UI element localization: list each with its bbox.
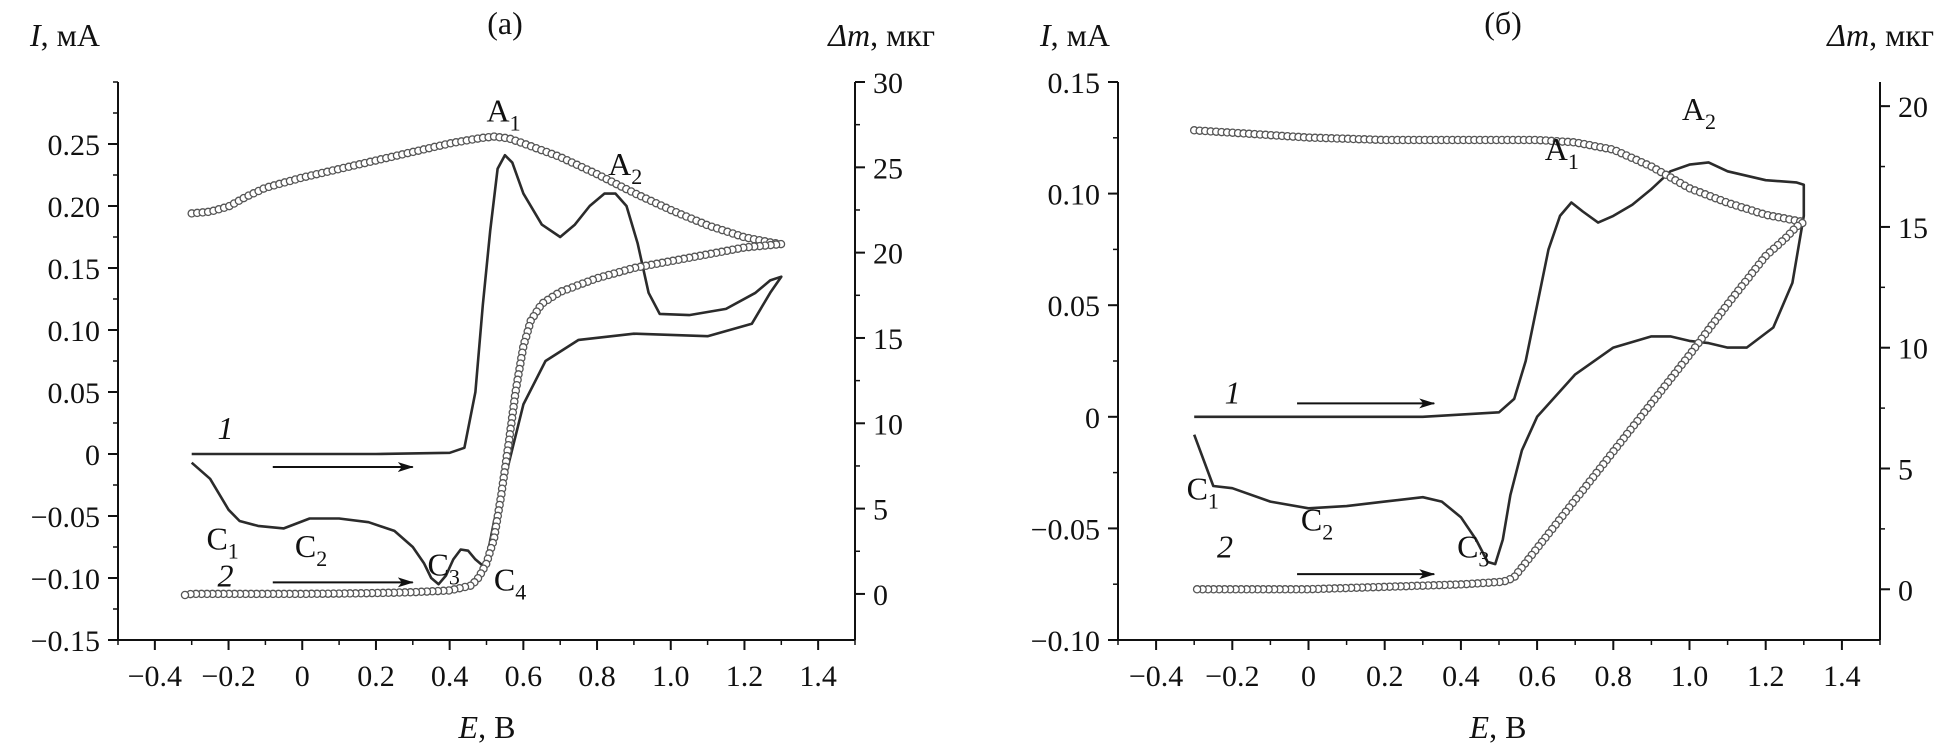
series-line-current [1192, 161, 1806, 566]
peak-label: A2 [1682, 91, 1716, 134]
x-tick-label: 1.2 [726, 660, 764, 693]
y2-tick-label: 30 [873, 67, 903, 100]
x-tick-label: 0.4 [431, 660, 469, 693]
peak-label: C2 [295, 528, 327, 571]
x-tick-label: −0.4 [128, 660, 182, 693]
curve-number-label: 1 [217, 410, 233, 446]
peak-label: A1 [487, 93, 521, 136]
x-tick-label: 1.4 [799, 660, 837, 693]
chart-title: (а) [487, 5, 523, 41]
y2-tick-label: 5 [873, 494, 888, 527]
x-tick-label: 0.6 [1518, 660, 1556, 693]
x-tick-label: 1.2 [1747, 660, 1785, 693]
mass-point [180, 590, 190, 600]
x-tick-label: 0.4 [1442, 660, 1480, 693]
peak-label: C3 [1457, 528, 1489, 571]
series-markers-mass [1189, 126, 1807, 594]
x-tick-label: 0.8 [578, 660, 616, 693]
peak-label: C1 [206, 520, 238, 563]
peak-label: C4 [494, 561, 526, 604]
y2-axis-label: Δm, мкг [1825, 17, 1934, 53]
y2-tick-label: 15 [873, 323, 903, 356]
y-tick-label: 0 [85, 439, 100, 472]
x-tick-label: 1.0 [1671, 660, 1709, 693]
y-tick-label: 0.25 [48, 129, 101, 162]
y2-tick-label: 25 [873, 152, 903, 185]
x-tick-label: −0.2 [201, 660, 255, 693]
y-tick-label: −0.05 [1031, 513, 1100, 546]
y-tick-label: −0.15 [31, 625, 100, 658]
peak-label: C3 [428, 547, 460, 590]
y-tick-label: 0 [1085, 402, 1100, 435]
x-tick-label: 0.2 [1366, 660, 1404, 693]
chart-panel-1: −0.4 −0.2 0 0.2 0.4 0.6 0.8 1.0 1.2 1.4 −0.15 −0.10… [29, 5, 935, 745]
curve-number-label: 2 [217, 558, 233, 594]
y-axis-label: I, мА [29, 17, 100, 53]
x-tick-label: 0.8 [1595, 660, 1633, 693]
y-tick-label: 0.10 [1048, 179, 1101, 212]
series-markers-mass [180, 132, 786, 600]
x-tick-label: −0.4 [1129, 660, 1183, 693]
mass-point [1192, 585, 1202, 594]
x-tick-label: 0 [1301, 660, 1316, 693]
y-tick-label: 0.15 [48, 253, 101, 286]
x-axis-label: E, В [458, 709, 516, 745]
y2-axis-label: Δm, мкг [826, 17, 935, 53]
x-tick-label: 1.0 [652, 660, 690, 693]
y-tick-label: 0.20 [48, 191, 101, 224]
x-tick-label: −0.2 [1205, 660, 1259, 693]
y-tick-label: −0.10 [31, 563, 100, 596]
y2-tick-label: 10 [1898, 333, 1928, 366]
x-tick-label: 1.4 [1823, 660, 1861, 693]
y2-tick-label: 0 [1898, 574, 1913, 607]
x-tick-label: 0.6 [505, 660, 543, 693]
y-axis-label: I, мА [1039, 17, 1110, 53]
chart-title: (б) [1484, 5, 1522, 41]
y-tick-label: 0.15 [1048, 67, 1101, 100]
x-axis-label: E, В [1469, 709, 1527, 745]
peak-label: A2 [608, 146, 642, 189]
y-tick-label: 0.05 [48, 377, 101, 410]
peak-label: C1 [1187, 470, 1219, 513]
y2-tick-label: 10 [873, 408, 903, 441]
y2-tick-label: 5 [1898, 453, 1913, 486]
peak-label: C2 [1301, 502, 1333, 545]
y2-tick-label: 20 [873, 238, 903, 271]
series-line-current [190, 153, 783, 586]
y2-tick-label: 0 [873, 579, 888, 612]
y-tick-label: −0.10 [1031, 625, 1100, 658]
y-tick-label: −0.05 [31, 501, 100, 534]
y2-tick-label: 15 [1898, 212, 1928, 245]
y-tick-label: 0.10 [48, 315, 101, 348]
peak-label: A1 [1545, 131, 1579, 174]
y-tick-label: 0.05 [1048, 290, 1101, 323]
chart-panel-2: −0.4 −0.2 0 0.2 0.4 0.6 0.8 1.0 1.2 1.4 −0.10 −0.05… [1031, 5, 1934, 745]
y2-tick-label: 20 [1898, 91, 1928, 124]
x-tick-label: 0 [295, 660, 310, 693]
curve-number-label: 2 [1217, 528, 1233, 564]
x-tick-label: 0.2 [357, 660, 395, 693]
curve-number-label: 1 [1225, 374, 1241, 410]
